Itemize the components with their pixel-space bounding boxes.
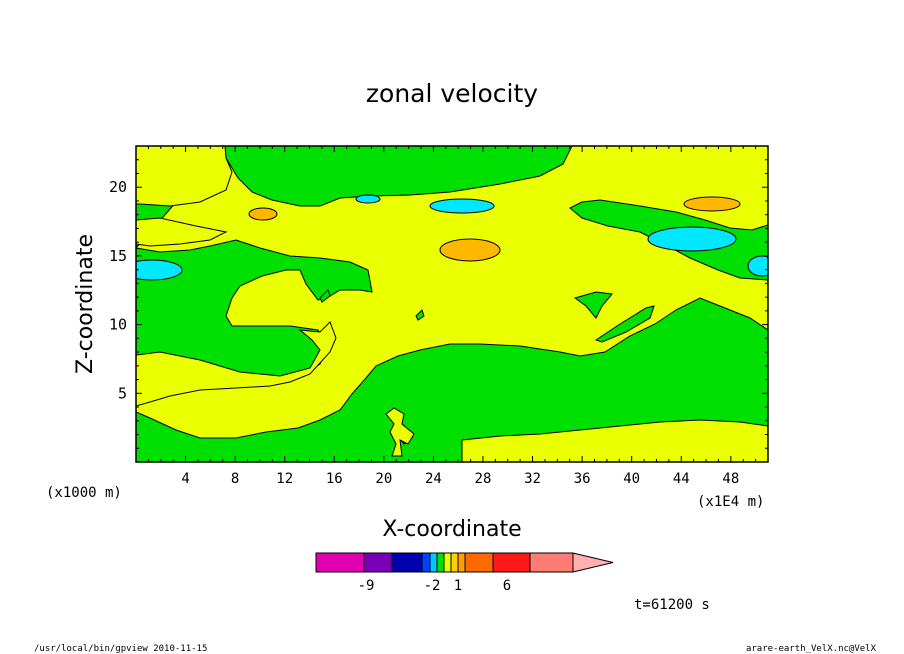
colorbar-segment [421, 552, 431, 573]
field-yellow-left-tongue [136, 217, 228, 247]
plot-area [136, 146, 768, 462]
x-axis-title: X-coordinate [382, 517, 521, 542]
colorbar-segment [529, 552, 574, 573]
field-green-island-4 [319, 289, 331, 303]
x-tick-label: 16 [326, 471, 343, 487]
x-tick-label: 40 [623, 471, 640, 487]
field-green-island-2 [594, 305, 655, 343]
footer-left: /usr/local/bin/gpview 2010-11-15 [34, 644, 207, 654]
y-axis-title: Z-coordinate [73, 234, 98, 374]
y-tick-label: 5 [118, 384, 127, 402]
colorbar-segment [464, 552, 494, 573]
colorbar-segment [443, 552, 452, 573]
field-yellow-bottom-right [461, 419, 768, 462]
field-cyan-right-edge [747, 255, 768, 277]
colorbar [315, 552, 614, 573]
field-cyan-top-mid [429, 198, 495, 214]
colorbar-arrow [572, 552, 614, 573]
field-orange-center [439, 238, 501, 262]
colorbar-tick-label: -2 [424, 578, 441, 594]
x-unit-label: (x1E4 m) [697, 494, 764, 510]
colorbar-tick-labels: -9 -2 1 6 [358, 578, 512, 594]
chart-title: zonal velocity [366, 79, 538, 108]
colorbar-segment [492, 552, 531, 573]
x-tick-label: 4 [181, 471, 189, 487]
field-green-island-3 [415, 309, 425, 321]
y-unit-label: (x1000 m) [46, 485, 122, 501]
colorbar-tick-label: -9 [358, 578, 375, 594]
x-tick-label: 8 [231, 471, 239, 487]
x-tick-label: 12 [276, 471, 293, 487]
field-yellow-center [136, 146, 768, 439]
field-cyan-right [647, 226, 737, 252]
time-label: t=61200 s [634, 597, 710, 613]
colorbar-tick-label: 6 [503, 578, 511, 594]
x-tick-label: 28 [475, 471, 492, 487]
plot-frame [135, 145, 769, 463]
field-yellow-topleft [136, 146, 233, 207]
colorbar-segment [429, 552, 438, 573]
colorbar-segment [315, 552, 365, 573]
colorbar-tick-label: 1 [454, 578, 462, 594]
field-yellow-bottom-small [385, 407, 415, 457]
x-tick-label: 48 [722, 471, 739, 487]
colorbar-segment [363, 552, 393, 573]
x-tick-label: 20 [375, 471, 392, 487]
x-tick-label: 32 [524, 471, 541, 487]
field-orange-right [683, 196, 741, 212]
x-tick-label: 24 [425, 471, 442, 487]
x-axis-ticks: 4 8 12 16 20 24 28 32 36 40 44 48 [135, 146, 757, 487]
field-green-island-1 [573, 291, 613, 319]
y-tick-label: 10 [109, 316, 127, 334]
y-tick-label: 20 [109, 178, 127, 196]
colorbar-segment [391, 552, 423, 573]
y-axis-ticks: 5 10 15 20 [109, 159, 768, 449]
colorbar-segment [450, 552, 459, 573]
field-cyan-top-small [355, 194, 381, 204]
field-orange-left [248, 207, 278, 221]
colorbar-segment [457, 552, 466, 573]
field-cyan-left [136, 259, 183, 281]
footer-right: arare-earth_VelX.nc@VelX [746, 644, 877, 654]
y-tick-label: 15 [109, 247, 127, 265]
x-tick-label: 36 [574, 471, 591, 487]
x-tick-label: 44 [673, 471, 690, 487]
colorbar-segment [436, 552, 445, 573]
field-yellow-lower-left [136, 321, 337, 407]
